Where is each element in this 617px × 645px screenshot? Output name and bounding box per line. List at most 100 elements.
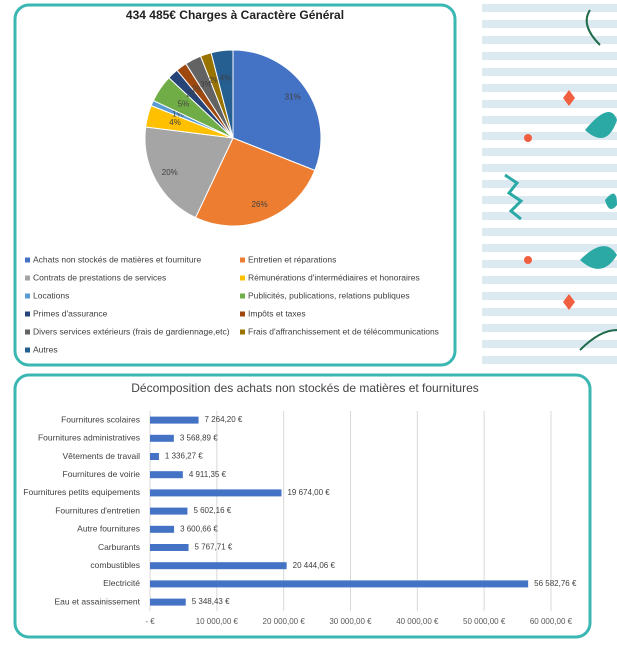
legend-label: Impôts et taxes <box>248 308 306 318</box>
stripe <box>482 260 617 268</box>
slice-label: 2% <box>209 76 221 85</box>
value-label: 3 600,66 € <box>180 524 218 533</box>
x-tick-label: - € <box>145 617 155 626</box>
slice-label: 2% <box>186 89 198 98</box>
bar <box>150 580 529 588</box>
slice-label: 20% <box>162 168 178 177</box>
bar <box>150 471 183 479</box>
stripe <box>482 20 617 28</box>
value-label: 1 336,27 € <box>165 452 203 461</box>
legend-label: Achats non stockés de matières et fourni… <box>33 254 201 264</box>
legend-swatch <box>25 311 30 317</box>
value-label: 5 767,71 € <box>195 543 233 552</box>
legend-swatch <box>240 293 245 299</box>
legend-label: Divers services extérieurs (frais de gar… <box>33 326 230 336</box>
value-label: 5 348,43 € <box>192 597 230 606</box>
bar <box>150 598 186 606</box>
stripe <box>482 100 617 108</box>
stripe <box>482 196 617 204</box>
value-label: 3 568,89 € <box>180 433 218 442</box>
slice-label: 31% <box>285 93 301 102</box>
bar <box>150 562 287 570</box>
y-tick-label: Fournitures petits equipements <box>23 487 140 497</box>
stripe <box>482 164 617 172</box>
bar <box>150 507 188 515</box>
bar <box>150 453 159 460</box>
slice-label: 3% <box>200 80 212 89</box>
stripe <box>482 244 617 252</box>
decoration <box>482 4 617 364</box>
stripe <box>482 4 617 12</box>
pie-title: 434 485€ Charges à Caractère Général <box>126 8 344 22</box>
bar <box>150 489 282 497</box>
y-tick-label: Vêtements de travail <box>63 451 141 461</box>
bar <box>150 416 199 424</box>
stripe <box>482 276 617 284</box>
value-label: 19 674,00 € <box>287 488 330 497</box>
bar <box>150 434 174 442</box>
legend-label: Frais d'affranchissement et de télécommu… <box>248 326 439 336</box>
x-tick-label: 10 000,00 € <box>196 617 239 626</box>
stripe <box>482 292 617 300</box>
stripe <box>482 116 617 124</box>
x-tick-label: 20 000,00 € <box>263 617 306 626</box>
stripe <box>482 324 617 332</box>
y-tick-label: Autre fournitures <box>77 524 140 534</box>
y-tick-label: Carburants <box>98 542 140 552</box>
legend-label: Primes d'assurance <box>33 308 108 318</box>
legend-swatch <box>25 275 30 281</box>
stripe <box>482 36 617 44</box>
pie-slice <box>144 126 234 219</box>
y-tick-label: Eau et assainissement <box>54 596 140 606</box>
stripe <box>482 212 617 220</box>
pie-slice <box>232 49 322 172</box>
x-tick-label: 30 000,00 € <box>329 617 372 626</box>
slice-label: 5% <box>178 99 190 108</box>
stripe <box>482 148 617 156</box>
y-tick-label: combustibles <box>90 560 140 570</box>
stripe <box>482 308 617 316</box>
stripe <box>482 68 617 76</box>
legend-swatch <box>240 275 245 281</box>
legend-swatch <box>25 293 30 299</box>
pie-slice <box>210 49 234 139</box>
x-tick-label: 60 000,00 € <box>530 617 573 626</box>
slice-label: 4% <box>169 118 181 127</box>
stripe <box>482 356 617 364</box>
stripe <box>482 180 617 188</box>
slice-label: 26% <box>252 200 268 209</box>
legend-swatch <box>240 257 245 263</box>
value-label: 5 602,16 € <box>193 506 231 515</box>
stripe <box>482 84 617 92</box>
y-tick-label: Fournitures scolaires <box>61 414 140 424</box>
bar-title: Décomposition des achats non stockés de … <box>131 381 479 395</box>
slice-label: 4% <box>220 74 232 83</box>
legend-label: Autres <box>33 344 58 354</box>
legend-label: Contrats de prestations de services <box>33 272 166 282</box>
slice-label: 1% <box>172 109 184 118</box>
bar <box>150 544 189 551</box>
slice-label: 2% <box>192 85 204 94</box>
stripe <box>482 52 617 60</box>
value-label: 56 582,76 € <box>534 579 577 588</box>
legend-swatch <box>25 329 30 335</box>
legend-swatch <box>240 311 245 317</box>
legend-swatch <box>25 347 30 353</box>
legend-swatch <box>240 329 245 335</box>
x-tick-label: 50 000,00 € <box>463 617 506 626</box>
y-tick-label: Electricité <box>103 578 140 588</box>
legend-label: Publicités, publications, relations publ… <box>248 290 410 300</box>
legend-label: Rémunérations d'intermédiaires et honora… <box>248 272 420 282</box>
legend-label: Entretien et réparations <box>248 254 336 264</box>
x-tick-label: 40 000,00 € <box>396 617 439 626</box>
value-label: 20 444,06 € <box>293 561 336 570</box>
stripe <box>482 228 617 236</box>
value-label: 7 264,20 € <box>205 415 243 424</box>
y-tick-label: Fournitures administratives <box>38 433 140 443</box>
legend-label: Locations <box>33 290 69 300</box>
legend-swatch <box>25 257 30 263</box>
pie-slice <box>194 137 316 227</box>
value-label: 4 911,35 € <box>189 470 227 479</box>
